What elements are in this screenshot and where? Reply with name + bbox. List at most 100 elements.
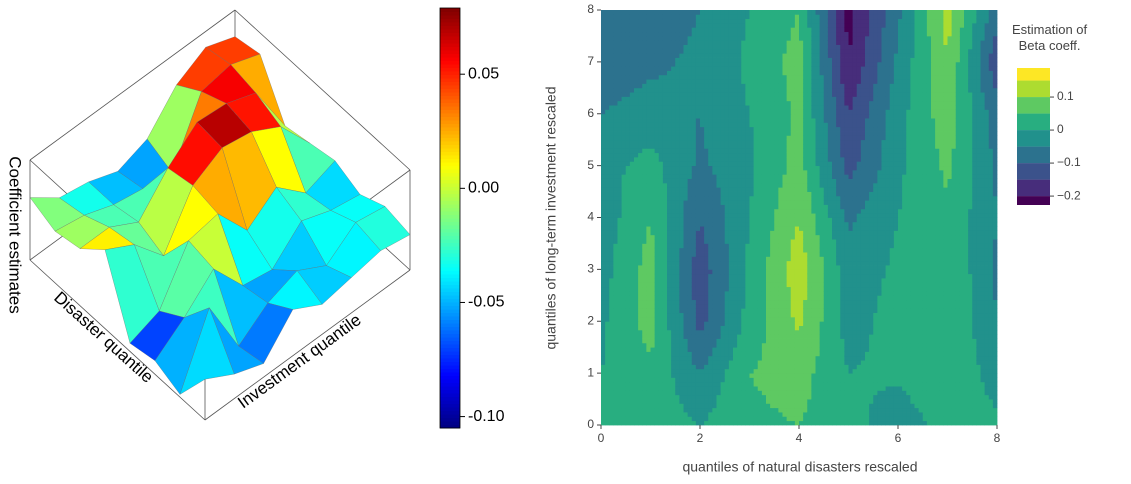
contour-cell <box>662 230 668 236</box>
contour-cell <box>662 256 668 262</box>
contour-cell <box>708 364 713 370</box>
contour-cell <box>799 329 804 335</box>
contour-cell <box>931 303 936 309</box>
contour-cell <box>988 368 994 374</box>
contour-cell <box>625 204 631 210</box>
colorbar-segment <box>440 274 460 278</box>
contour-cell <box>609 295 614 301</box>
contour-cell <box>766 342 771 348</box>
contour-cell <box>609 329 614 335</box>
contour-cell <box>609 316 614 322</box>
contour-cell <box>819 312 825 318</box>
contour-cell <box>807 373 812 378</box>
contour-cell <box>922 316 928 322</box>
contour-cell <box>852 316 858 322</box>
contour-cell <box>621 213 627 218</box>
contour-cell <box>737 303 742 309</box>
contour-cell <box>601 338 606 344</box>
contour-cell <box>679 325 684 331</box>
contour-cell <box>601 364 606 370</box>
contour-cell <box>613 407 618 413</box>
contour-cell <box>951 260 957 266</box>
contour-cell <box>605 390 610 396</box>
contour-cell <box>658 390 664 396</box>
contour-cell <box>761 325 767 331</box>
contour-cell <box>646 278 651 283</box>
contour-cell <box>687 334 693 339</box>
contour-cell <box>815 416 821 422</box>
contour-cell <box>943 386 948 391</box>
contour-cell <box>939 230 944 236</box>
contour-cell <box>807 334 812 339</box>
contour-cell <box>865 278 870 283</box>
contour-cell <box>852 355 858 361</box>
contour-cell <box>646 325 651 331</box>
contour-cell <box>832 265 837 270</box>
contour-cell <box>695 355 701 361</box>
contour-cell <box>621 234 627 240</box>
contour-cell <box>794 239 800 244</box>
contour-cell <box>609 282 614 288</box>
contour-cell <box>815 239 821 244</box>
contour-cell <box>964 334 969 339</box>
contour-cell <box>815 325 821 331</box>
contour-cell <box>613 390 618 396</box>
contour-cell <box>646 351 651 357</box>
contour-cell <box>992 351 998 357</box>
contour-cell <box>605 407 610 413</box>
contour-cell <box>774 221 779 227</box>
contour-cell <box>844 265 849 270</box>
contour-cell <box>634 316 639 322</box>
contour-cell <box>943 351 948 357</box>
contour-cell <box>873 342 878 348</box>
contour-cell <box>724 265 730 270</box>
contour-cell <box>761 303 767 309</box>
contour-cell <box>918 347 924 352</box>
contour-cell <box>658 364 664 370</box>
contour-cell <box>914 316 920 322</box>
contour-cell <box>774 282 779 288</box>
contour-cell <box>621 204 627 210</box>
contour-cell <box>848 412 854 417</box>
contour-cell <box>749 399 755 404</box>
contour-cell <box>695 295 701 301</box>
contour-cell <box>827 243 833 249</box>
contour-cell <box>642 269 647 275</box>
contour-cell <box>939 239 944 244</box>
contour-cell <box>811 368 816 374</box>
contour-cell <box>675 230 680 236</box>
contour-cell <box>704 321 709 326</box>
contour-cell <box>724 351 730 357</box>
contour-cell <box>695 394 701 400</box>
contour-cell <box>609 200 614 205</box>
colorbar-segment <box>440 151 460 156</box>
contour-cell <box>799 381 804 387</box>
contour-cell <box>815 260 821 266</box>
contour-cell <box>926 290 932 296</box>
contour-cell <box>774 299 779 305</box>
contour-cell <box>733 368 738 374</box>
contour-cell <box>799 230 804 236</box>
contour-cell <box>972 351 977 357</box>
contour-cell <box>918 221 924 227</box>
contour-cell <box>749 303 755 309</box>
contour-cell <box>646 295 651 301</box>
contour-cell <box>679 394 684 400</box>
contour-cell <box>877 386 882 391</box>
contour-cell <box>877 412 882 417</box>
contour-cell <box>667 377 672 383</box>
contour-cell <box>873 403 878 409</box>
contour-cell <box>836 303 841 309</box>
contour-cell <box>811 316 816 322</box>
contour-cell <box>943 247 948 253</box>
contour-cell <box>671 282 676 288</box>
contour-cell <box>869 338 874 344</box>
contour-cell <box>988 290 994 296</box>
contour-cell <box>984 278 990 283</box>
contour-cell <box>799 312 804 318</box>
contour-cell <box>724 243 730 249</box>
contour-cell <box>931 325 936 331</box>
contour-cell <box>683 412 689 417</box>
contour-cell <box>728 386 734 391</box>
contour-cell <box>704 364 709 370</box>
